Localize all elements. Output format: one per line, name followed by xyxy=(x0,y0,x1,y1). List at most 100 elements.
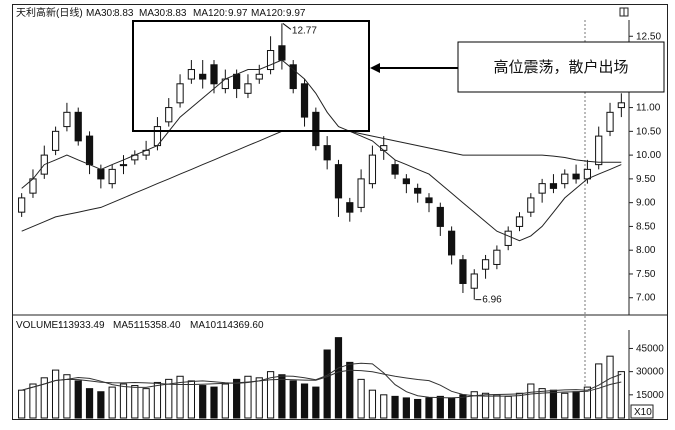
volume-bar xyxy=(436,395,444,419)
volume-bar xyxy=(583,386,592,419)
price-tick-label: 7.00 xyxy=(636,293,656,304)
volume-ma5-line xyxy=(21,362,622,399)
candle-body xyxy=(402,178,410,185)
candle-body xyxy=(425,197,433,204)
high-price-label: 12.77 xyxy=(292,25,317,36)
volume-bar xyxy=(278,374,286,419)
candle-body xyxy=(459,259,467,284)
volume-bar xyxy=(63,374,71,419)
volume-bar xyxy=(357,378,365,419)
volume-bar xyxy=(448,397,456,419)
candle-body xyxy=(63,111,71,128)
volume-bar xyxy=(40,377,48,419)
candle-body xyxy=(210,64,218,85)
volume-bar xyxy=(142,388,150,419)
candle-body xyxy=(414,187,422,194)
volume-bar xyxy=(572,391,580,419)
volume-bar xyxy=(493,394,501,419)
volume-bar xyxy=(210,386,218,419)
ma30-value-1: 8.83 xyxy=(114,8,134,19)
high-arrow xyxy=(282,23,292,30)
volume-tick-label: 30000 xyxy=(636,367,664,378)
candle-body xyxy=(617,102,625,109)
candle-body xyxy=(561,173,569,185)
volume-multiplier: X10 xyxy=(634,407,652,418)
volume-bar xyxy=(527,383,535,419)
volume-bar xyxy=(233,378,241,419)
volume-bar xyxy=(549,389,558,419)
volume-multiplier-box xyxy=(630,404,654,419)
candle-body xyxy=(119,164,128,167)
volume-bar xyxy=(470,391,478,419)
volume-bar xyxy=(402,397,410,419)
volume-bar xyxy=(300,383,309,419)
volume-ma10-line xyxy=(21,369,622,397)
annotation-box xyxy=(457,41,665,93)
candle-body xyxy=(187,69,195,80)
volume-bar xyxy=(119,383,128,419)
volume-bar xyxy=(97,391,105,419)
price-tick-label: 8.50 xyxy=(636,221,656,232)
ma30-label-2: MA30: xyxy=(139,8,168,19)
candle-body xyxy=(266,50,275,71)
volume-bar xyxy=(414,398,422,419)
volume-bar xyxy=(221,383,229,419)
candle-body xyxy=(391,164,399,175)
price-panel xyxy=(18,23,625,300)
volume-bar xyxy=(266,371,275,419)
volume-bar xyxy=(425,397,433,419)
ma120-label-1: MA120: xyxy=(193,8,227,19)
candle-body xyxy=(165,107,173,123)
candle-body xyxy=(255,73,263,80)
ma10-label: MA10: xyxy=(190,320,219,331)
ma10-value: 114369.60 xyxy=(217,320,264,331)
volume-bar xyxy=(312,386,320,419)
volume-bar xyxy=(18,389,26,419)
volume-bar xyxy=(561,392,569,419)
ma120-value-1: 9.97 xyxy=(228,8,248,19)
annotation-arrow-head xyxy=(370,63,380,73)
volume-bar xyxy=(595,363,603,419)
volume-tick-label: 45000 xyxy=(636,343,664,354)
price-tick-label: 9.50 xyxy=(636,174,656,185)
highlight-box xyxy=(132,20,370,132)
volume-tick-label: 15000 xyxy=(636,390,664,401)
volume-bar xyxy=(380,394,388,419)
volume-bar xyxy=(131,385,139,419)
chart-frame xyxy=(12,4,668,420)
candle-body xyxy=(289,64,297,90)
candle-body xyxy=(51,130,60,151)
volume-label: VOLUME: xyxy=(16,320,61,331)
volume-bar xyxy=(29,383,37,419)
price-tick-label: 8.00 xyxy=(636,245,656,256)
candle-body xyxy=(448,230,456,256)
price-tick-label: 7.50 xyxy=(636,269,656,280)
candle-body xyxy=(606,111,614,132)
stock-name: 天利高新(日线) xyxy=(16,6,83,19)
candle-body xyxy=(108,168,116,185)
candle-body xyxy=(527,197,535,213)
candle-body xyxy=(18,197,26,213)
candle-body xyxy=(323,145,331,161)
volume-bar xyxy=(459,394,467,419)
candle-body xyxy=(436,206,444,227)
volume-bar xyxy=(515,392,524,419)
volume-bar xyxy=(255,377,263,419)
volume-bar xyxy=(289,380,297,419)
candle-body xyxy=(549,183,558,189)
price-tick-label: 10.00 xyxy=(636,150,661,161)
volume-bar xyxy=(108,386,116,419)
volume-bar xyxy=(85,388,94,419)
candle-body xyxy=(595,135,603,166)
candle-body xyxy=(538,183,546,194)
volume-axis-ticks: 45000 30000 15000 xyxy=(629,343,664,401)
volume-bar xyxy=(244,375,252,419)
candle-body xyxy=(334,164,343,199)
ma120-value-2: 9.97 xyxy=(286,8,306,19)
volume-bar xyxy=(538,388,546,419)
price-tick-label: 12.50 xyxy=(636,31,661,42)
volume-bar xyxy=(323,349,331,419)
candle-body xyxy=(244,83,252,94)
ma5-label: MA5: xyxy=(113,320,136,331)
